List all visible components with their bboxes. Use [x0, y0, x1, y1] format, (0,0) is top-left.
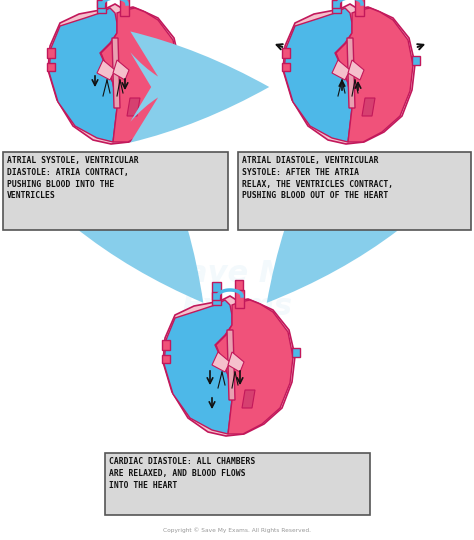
Polygon shape: [282, 48, 290, 58]
Polygon shape: [212, 352, 230, 372]
Polygon shape: [162, 340, 170, 350]
Polygon shape: [292, 348, 300, 357]
Polygon shape: [101, 8, 178, 142]
Polygon shape: [235, 280, 243, 290]
Polygon shape: [163, 296, 295, 436]
Polygon shape: [336, 8, 413, 142]
Polygon shape: [355, 0, 364, 16]
Polygon shape: [49, 8, 117, 142]
Polygon shape: [284, 8, 352, 142]
Polygon shape: [235, 290, 244, 308]
Polygon shape: [120, 0, 129, 16]
Polygon shape: [412, 56, 420, 65]
Polygon shape: [282, 63, 290, 71]
Polygon shape: [112, 38, 120, 108]
Polygon shape: [242, 390, 255, 408]
Polygon shape: [347, 38, 355, 108]
Polygon shape: [283, 4, 415, 144]
Polygon shape: [97, 0, 105, 8]
FancyBboxPatch shape: [238, 152, 471, 230]
Polygon shape: [97, 0, 106, 13]
Polygon shape: [177, 56, 185, 65]
Polygon shape: [127, 98, 140, 116]
Text: CARDIAC DIASTOLE: ALL CHAMBERS
ARE RELAXED, AND BLOOD FLOWS
INTO THE HEART: CARDIAC DIASTOLE: ALL CHAMBERS ARE RELAX…: [109, 457, 255, 490]
Polygon shape: [332, 0, 340, 8]
Polygon shape: [348, 60, 364, 80]
Polygon shape: [212, 282, 221, 305]
Polygon shape: [332, 0, 341, 13]
Polygon shape: [227, 330, 235, 400]
FancyBboxPatch shape: [105, 453, 370, 515]
Text: ATRIAL DIASTOLE, VENTRICULAR
SYSTOLE: AFTER THE ATRIA
RELAX, THE VENTRICLES CONT: ATRIAL DIASTOLE, VENTRICULAR SYSTOLE: AF…: [242, 156, 393, 200]
Text: Save My
Exams: Save My Exams: [165, 259, 309, 321]
Polygon shape: [212, 292, 220, 300]
Polygon shape: [97, 60, 115, 80]
Text: ATRIAL SYSTOLE, VENTRICULAR
DIASTOLE: ATRIA CONTRACT,
PUSHING BLOOD INTO THE
VEN: ATRIAL SYSTOLE, VENTRICULAR DIASTOLE: AT…: [7, 156, 138, 200]
Polygon shape: [162, 355, 170, 363]
Polygon shape: [362, 98, 375, 116]
Polygon shape: [216, 300, 293, 434]
Polygon shape: [228, 352, 244, 372]
Polygon shape: [47, 63, 55, 71]
Polygon shape: [164, 300, 232, 434]
Polygon shape: [113, 60, 129, 80]
Polygon shape: [48, 4, 180, 144]
Polygon shape: [47, 48, 55, 58]
Text: Copyright © Save My Exams. All Rights Reserved.: Copyright © Save My Exams. All Rights Re…: [163, 528, 311, 533]
Polygon shape: [332, 60, 350, 80]
FancyBboxPatch shape: [3, 152, 228, 230]
